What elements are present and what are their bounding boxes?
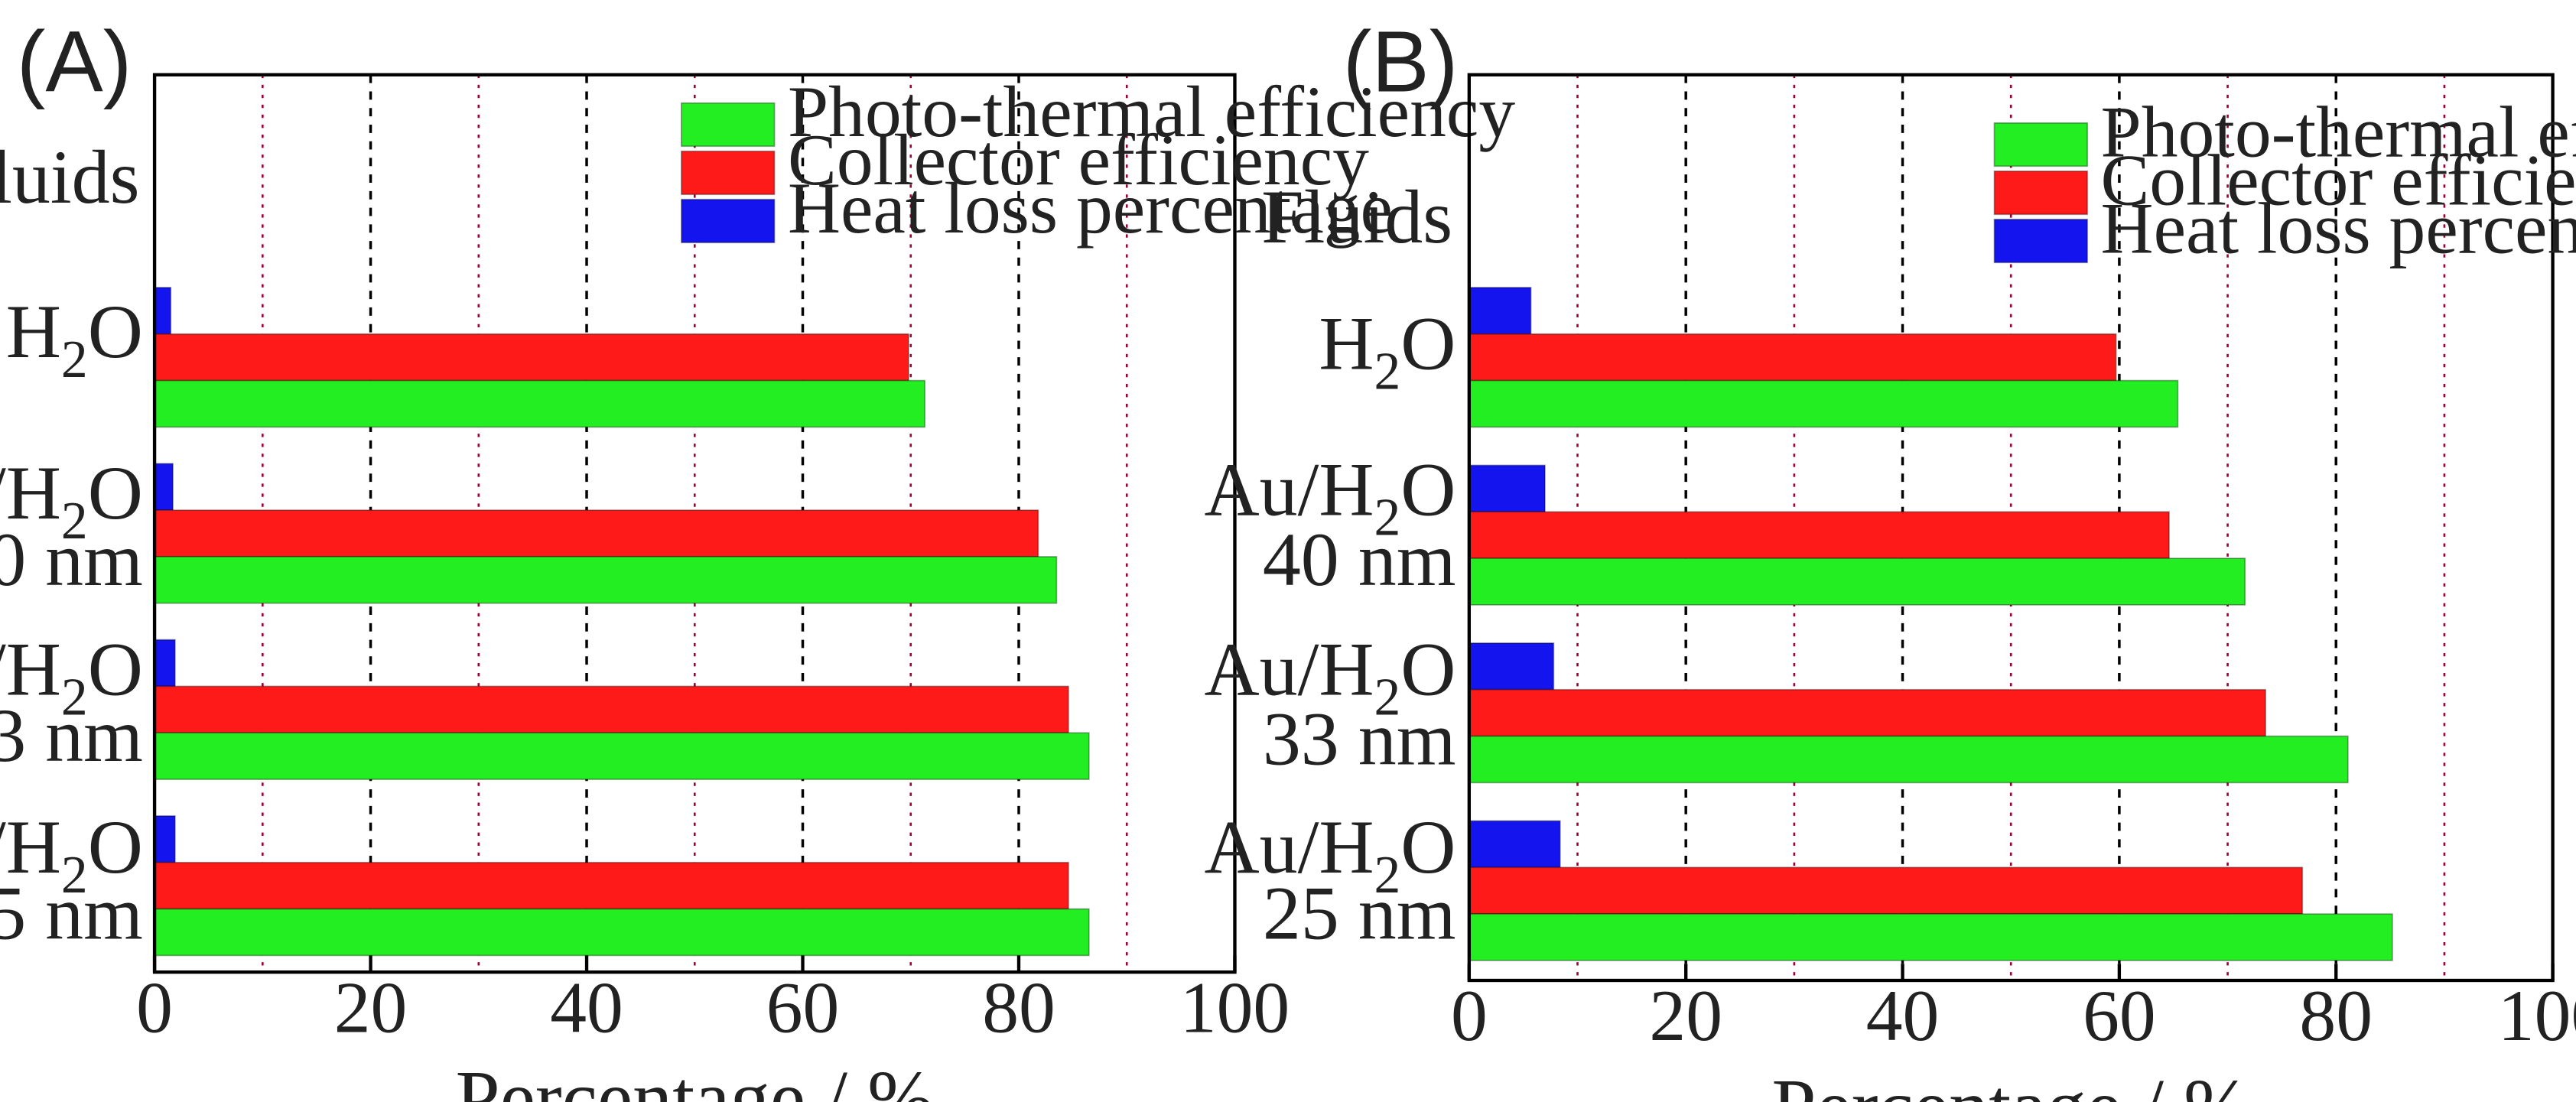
legend-entry: Collector efficiency [2101, 139, 2576, 220]
x-tick-label: 100 [1180, 967, 1290, 1048]
x-tick-label: 80 [982, 967, 1055, 1048]
bar-collector-efficiency [154, 509, 1039, 558]
category-label: 40 nm [0, 517, 143, 602]
bar-heat-loss-percentage [154, 639, 176, 688]
bar-photo-thermal-efficiency [1468, 913, 2393, 961]
legend-swatch [681, 150, 776, 196]
category-label: Au/H2O [0, 626, 143, 727]
legend-entry: Collector efficiency [788, 119, 1369, 200]
bar-collector-efficiency [1468, 511, 2170, 559]
plot-frame [1467, 73, 2555, 983]
bar-heat-loss-percentage [1468, 287, 1532, 335]
bar-photo-thermal-efficiency [154, 379, 925, 428]
plot-frame [152, 73, 1237, 974]
category-label: 40 nm [1263, 517, 1456, 602]
x-tick-label: 80 [2299, 975, 2373, 1056]
category-label: H2O [6, 289, 143, 389]
x-tick-label: 20 [1649, 975, 1722, 1056]
panel-label: (A) [17, 14, 132, 110]
legend-entry: Heat loss percentage [2101, 187, 2576, 268]
x-tick-label: 40 [1866, 975, 1940, 1056]
bar-photo-thermal-efficiency [154, 556, 1058, 604]
legend-swatch [681, 102, 776, 148]
legend-swatch [1993, 218, 2089, 264]
bar-heat-loss-percentage [154, 815, 176, 863]
category-label: Au/H2O [1204, 805, 1456, 905]
x-tick-label: 60 [2083, 975, 2156, 1056]
legend-swatch [681, 198, 776, 244]
x-tick-label: 0 [136, 967, 173, 1048]
legend-swatch [1993, 122, 2089, 167]
bar-collector-efficiency [154, 861, 1069, 910]
category-label: H2O [1319, 301, 1456, 401]
bar-heat-loss-percentage [154, 287, 172, 335]
category-label: Au/H2O [1204, 626, 1456, 727]
fluids-header: Fluids [0, 135, 140, 219]
legend-entry: Heat loss percentage [788, 167, 1393, 249]
category-label: 33 nm [0, 693, 143, 778]
bar-heat-loss-percentage [1468, 464, 1546, 513]
bar-collector-efficiency [1468, 866, 2304, 915]
x-tick-label: 100 [2498, 975, 2576, 1056]
bar-heat-loss-percentage [1468, 642, 1555, 691]
x-tick-label: 20 [334, 967, 408, 1048]
x-axis-title: Percentage / % [456, 1054, 934, 1102]
x-tick-label: 0 [1451, 975, 1488, 1056]
bar-collector-efficiency [154, 685, 1069, 734]
legend-swatch [1993, 170, 2089, 216]
bar-collector-efficiency [1468, 688, 2267, 737]
bar-photo-thermal-efficiency [154, 732, 1090, 780]
bar-heat-loss-percentage [1468, 820, 1561, 869]
legend-entry: Photo-thermal efficiency [788, 71, 1515, 152]
legend-entry: Photo-thermal efficiency [2101, 91, 2576, 172]
category-label: Au/H2O [0, 450, 143, 551]
x-tick-label: 60 [766, 967, 840, 1048]
bar-photo-thermal-efficiency [154, 908, 1090, 957]
category-label: 25 nm [0, 871, 143, 956]
bar-photo-thermal-efficiency [1468, 379, 2179, 428]
bar-photo-thermal-efficiency [1468, 558, 2246, 606]
category-label: Au/H2O [1204, 447, 1456, 548]
bar-photo-thermal-efficiency [1468, 735, 2349, 784]
category-label: Au/H2O [0, 805, 143, 905]
category-label: 33 nm [1263, 697, 1456, 782]
bar-collector-efficiency [1468, 333, 2117, 382]
bar-collector-efficiency [154, 333, 909, 382]
category-label: 25 nm [1263, 871, 1456, 956]
x-tick-label: 40 [550, 967, 623, 1048]
panel-label: (B) [1343, 14, 1459, 110]
bar-heat-loss-percentage [154, 463, 174, 511]
x-axis-title: Percentage / % [1772, 1062, 2250, 1102]
fluids-header: Fluids [1261, 174, 1452, 259]
